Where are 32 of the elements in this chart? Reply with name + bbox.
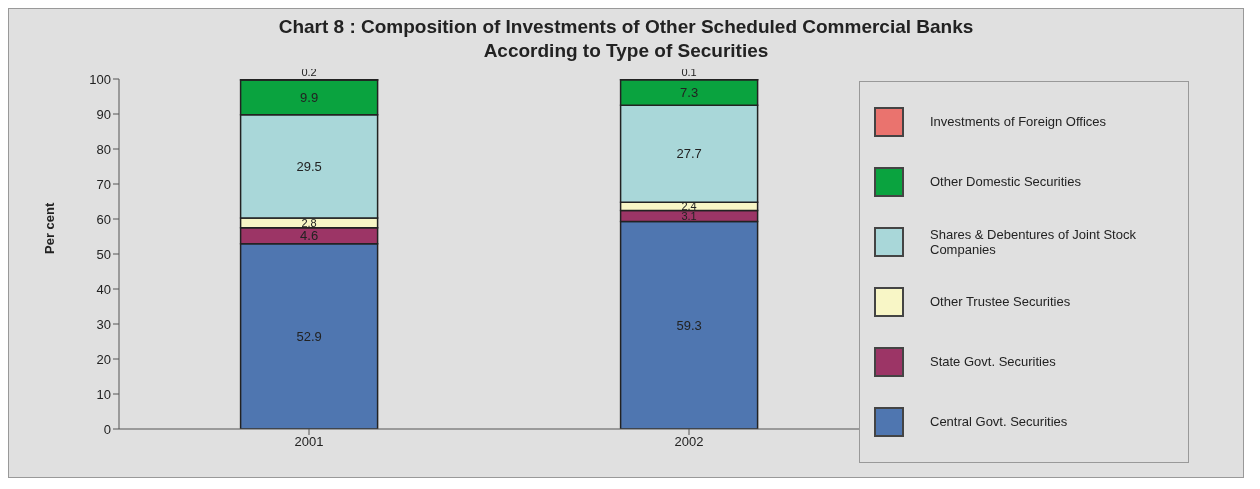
x-tick-label: 2001 (294, 434, 324, 450)
y-tick-label: 60 (96, 211, 111, 227)
data-label: 29.5 (296, 158, 322, 174)
y-tick-label: 40 (96, 281, 111, 297)
y-tick-label: 70 (96, 176, 111, 192)
y-tick-label: 50 (96, 246, 111, 262)
legend-label: Other Trustee Securities (930, 294, 1071, 309)
y-tick-label: 80 (96, 141, 111, 157)
y-tick-label: 90 (96, 106, 111, 122)
data-label: 59.3 (676, 317, 702, 333)
data-label: 0.2 (301, 66, 317, 79)
y-tick-label: 10 (96, 386, 111, 402)
legend-label: Shares & Debentures of Joint Stock Companies (930, 226, 1137, 257)
y-tick-label: 0 (103, 421, 111, 437)
y-tick-label: 100 (89, 71, 111, 87)
data-label: 0.1 (681, 66, 697, 79)
data-label: 4.6 (300, 228, 319, 244)
data-label: 27.7 (676, 146, 702, 162)
data-label: 2.8 (301, 216, 317, 229)
x-tick-label: 2002 (674, 434, 704, 450)
legend-label: State Govt. Securities (930, 354, 1056, 369)
legend-label: Central Govt. Securities (930, 414, 1068, 429)
y-tick-label: 30 (96, 316, 111, 332)
data-label: 52.9 (296, 328, 322, 344)
y-axis-title: Per cent (41, 202, 57, 254)
chart-title: Chart 8 : Composition of Investments of Other Scheduled Commercial Banks According to Type of Securities (277, 15, 975, 63)
legend-label: Other Domestic Securities (930, 174, 1081, 189)
data-label: 9.9 (300, 89, 319, 105)
data-label: 3.1 (681, 209, 697, 222)
data-label: 7.3 (680, 85, 699, 101)
legend-label: Investments of Foreign Offices (930, 114, 1107, 129)
y-tick-label: 20 (96, 351, 111, 367)
